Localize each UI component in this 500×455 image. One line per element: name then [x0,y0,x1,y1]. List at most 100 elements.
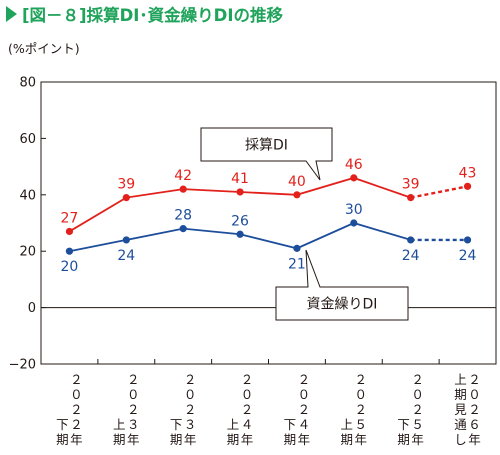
data-point [407,194,415,202]
data-label: 40 [288,174,306,190]
plot-frame [40,81,497,365]
x-category-label-char: ０ [298,387,311,402]
x-category-label-char: 通 [454,417,467,432]
x-category-label-char: ０ [241,387,254,402]
y-axis-unit-label: (%ポイント) [8,41,80,56]
data-label: 30 [345,202,363,218]
data-label: 20 [61,259,79,275]
x-category-label-char: ２ [127,372,140,387]
x-category-label-char: ２ [184,402,197,417]
data-point [463,236,472,244]
data-point [65,227,74,236]
x-category-label-char: 下 [170,417,183,432]
x-category-label-char: ２ [70,402,83,417]
data-point [350,174,358,182]
data-point [293,244,301,252]
x-category-label-char: ２ [468,402,481,417]
x-category-label-char: ２ [241,402,254,417]
data-label: 42 [174,168,192,184]
x-category-label-char: ０ [411,387,424,402]
x-category-label-char: 期 [227,432,240,447]
x-category-label-char: ２ [468,372,481,387]
x-category-label-char: ２ [70,372,83,387]
data-point [65,247,74,255]
x-category-label-char: 見 [454,402,467,417]
x-category-label-char: 年 [298,432,311,447]
x-category-label-char: ２ [411,372,424,387]
x-category-label-char: 年 [127,432,140,447]
data-point [293,191,301,199]
data-label: 43 [459,165,477,181]
data-point [122,236,130,244]
x-category-label-char: 年 [70,432,83,447]
x-category-label-char: ２ [355,402,368,417]
x-category-label-char: 下 [397,417,410,432]
x-category-label-char: ２ [355,372,368,387]
data-label: 41 [231,171,249,187]
x-category-label-char: 年 [241,432,254,447]
data-point [407,236,415,244]
y-tick-label: 80 [19,76,36,91]
x-category-label-char: 上 [113,417,126,432]
data-point [236,188,244,196]
x-category-label-char: ３ [184,417,197,432]
x-category-label-char: 期 [170,432,183,447]
x-category-label-char: ６ [468,417,481,432]
data-label: 39 [402,177,420,193]
x-category-label-char: ５ [355,417,368,432]
x-category-label-char: 期 [56,432,69,447]
x-category-label-char: ０ [355,387,368,402]
legend-callout-shikinguri-label: 資金繰りDI [307,297,378,313]
x-category-label-char: ０ [70,387,83,402]
x-category-label-char: 年 [355,432,368,447]
x-category-label-char: 年 [468,432,481,447]
y-tick-label: 0 [28,301,36,316]
data-point [463,182,472,190]
x-category-label-char: 期 [341,432,354,447]
x-category-label-char: 年 [411,432,424,447]
data-point [179,225,187,233]
y-tick-label: 40 [19,188,36,203]
x-category-label-char: ２ [184,372,197,387]
data-point [122,194,130,202]
x-category-label-char: ２ [298,402,311,417]
data-label: 26 [231,213,249,229]
series-line-dashed [410,185,468,199]
data-label: 24 [117,248,135,264]
x-category-label-char: ４ [241,417,254,432]
data-label: 46 [345,157,363,173]
x-category-label-char: ２ [241,372,254,387]
x-category-label-char: ２ [127,402,140,417]
data-label: 27 [61,210,79,226]
data-point [179,185,187,193]
x-category-label-char: し [454,432,467,447]
y-tick-label: −20 [9,358,36,373]
x-category-label-char: ３ [127,417,140,432]
data-label: 39 [117,177,135,193]
x-category-label-char: ４ [298,417,311,432]
x-category-label-char: ２ [411,402,424,417]
x-category-label-char: 上 [341,417,354,432]
x-category-label-char: 期 [397,432,410,447]
data-label: 24 [402,248,420,264]
legend-callout-saisan-label: 採算DI [245,138,288,154]
data-label: 28 [174,208,192,224]
x-category-label-char: 年 [184,432,197,447]
x-category-label-char: 下 [56,417,69,432]
x-category-label-char: 下 [284,417,297,432]
y-tick-label: 20 [19,245,36,260]
x-category-label-char: ０ [127,387,140,402]
data-point [350,219,358,227]
legend-callout-saisan-box [200,127,333,181]
chart-title-row: [図－８]採算DI･資金繰りDIの推移 [6,2,283,26]
x-category-label-char: 期 [454,387,467,402]
x-category-label-char: ２ [298,372,311,387]
y-tick-label: 60 [19,132,36,147]
x-category-label-char: ５ [411,417,424,432]
x-category-label-char: 期 [113,432,126,447]
x-category-label-char: ０ [184,387,197,402]
x-category-label-char: 上 [227,417,240,432]
x-category-label-char: 期 [284,432,297,447]
data-point [236,230,244,238]
